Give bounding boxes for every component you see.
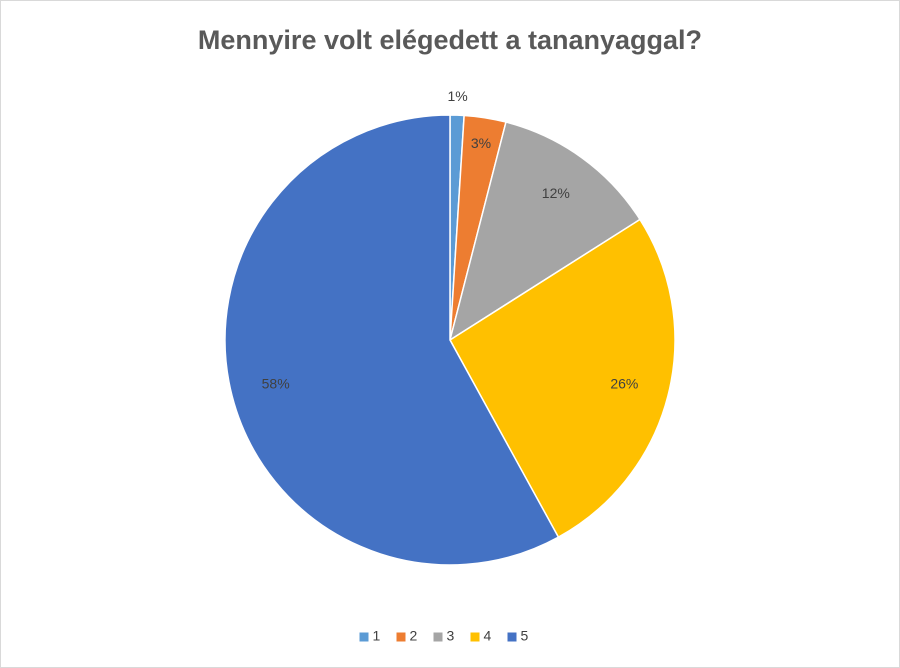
- data-label: 58%: [262, 375, 290, 391]
- legend-swatch: [359, 632, 369, 642]
- data-label: 12%: [542, 185, 570, 201]
- legend-label: 5: [521, 628, 529, 644]
- legend-swatch: [470, 632, 480, 642]
- legend-swatch: [396, 632, 406, 642]
- pie-slice: [224, 114, 560, 566]
- data-label: 1%: [448, 88, 468, 104]
- data-label: 3%: [471, 135, 491, 151]
- pie-slice: [449, 218, 676, 539]
- legend-label: 4: [484, 628, 492, 644]
- legend-label: 2: [410, 628, 418, 644]
- data-label: 26%: [610, 375, 638, 391]
- legend-label: 1: [373, 628, 381, 644]
- legend-swatch: [433, 632, 443, 642]
- pie-slice: [448, 121, 642, 342]
- legend-label: 3: [447, 628, 455, 644]
- chart-title: Mennyire volt elégedett a tananyaggal?: [198, 25, 702, 55]
- legend-swatch: [507, 632, 517, 642]
